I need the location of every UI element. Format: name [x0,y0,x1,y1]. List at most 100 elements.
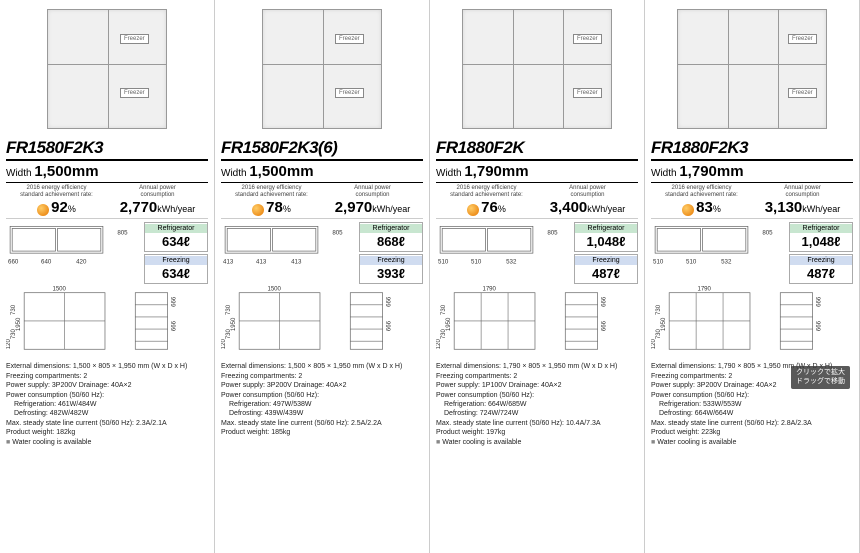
spec-refrig: Refrigeration: 497W/538W [221,400,423,409]
cap-f-label: Freezing [575,256,637,265]
width-value: 1,790mm [679,163,743,180]
svg-text:1950: 1950 [661,317,667,331]
freezer-label: Freezer [788,34,817,44]
svg-text:413: 413 [291,259,302,266]
svg-text:413: 413 [256,259,267,266]
power-value: 3,130kWh/year [752,199,853,216]
svg-text:510: 510 [438,259,449,266]
top-schematic: 510510532805 [436,222,570,274]
mid-row: 660640420805Refrigerator634ℓFreezing634ℓ [6,222,208,284]
spec-weight: Product weight: 223kg [651,428,853,437]
svg-text:730: 730 [441,329,447,340]
width-row: Width 1,500mm [221,163,423,183]
svg-text:660: 660 [8,259,19,266]
spec-pc-header: Power consumption (50/60 Hz): [221,391,423,400]
spec-max-current: Max. steady state line current (50/60 Hz… [6,419,208,428]
eff-label: 2016 energy efficiencystandard achieveme… [651,185,752,198]
svg-text:730: 730 [11,304,17,315]
spec-power-supply: Power supply: 1P100V Drainage: 40A×2 [436,381,638,390]
product-column: FreezerFreezerFR1580F2K3Width 1,500mm201… [0,0,215,553]
power-label: Annual powerconsumption [322,185,423,198]
eff-value: 92% [6,199,107,216]
eff-badge-icon [252,204,264,216]
mid-row: 510510532805Refrigerator1,048ℓFreezing48… [436,222,638,284]
stats-row: 2016 energy efficiencystandard achieveme… [221,185,423,219]
svg-text:730: 730 [656,329,662,340]
svg-text:510: 510 [653,259,664,266]
spec-freeze-comp: Freezing compartments: 2 [6,372,208,381]
svg-text:420: 420 [76,259,87,266]
product-column: FreezerFreezerFR1580F2K3(6)Width 1,500mm… [215,0,430,553]
specs-block: External dimensions: 1,790 × 805 × 1,950… [436,362,638,447]
cap-r-label: Refrigerator [145,224,207,233]
svg-text:666: 666 [387,296,393,307]
cap-r-label: Refrigerator [575,224,637,233]
eff-value: 76% [436,199,537,216]
spec-max-current: Max. steady state line current (50/60 Hz… [436,419,638,428]
cap-freezing: Freezing487ℓ [574,254,638,284]
efficiency-stat: 2016 energy efficiencystandard achieveme… [6,185,107,216]
svg-text:805: 805 [762,230,773,237]
spec-water: Water cooling is available [436,438,638,447]
cap-f-value: 393ℓ [360,265,422,282]
cap-refrigerator: Refrigerator1,048ℓ [789,222,853,252]
stats-row: 2016 energy efficiencystandard achieveme… [651,185,853,219]
eff-label: 2016 energy efficiencystandard achieveme… [6,185,107,198]
freezer-label: Freezer [573,34,602,44]
power-stat: Annual powerconsumption3,400kWh/year [537,185,638,216]
cap-r-label: Refrigerator [790,224,852,233]
model-name: FR1580F2K3 [6,138,208,161]
spec-pc-header: Power consumption (50/60 Hz): [6,391,208,400]
efficiency-stat: 2016 energy efficiencystandard achieveme… [651,185,752,216]
spec-defrost: Defrosting: 439W/439W [221,409,423,418]
product-column: FreezerFreezer FR1880F2KWidth 1,790mm 2016… [430,0,645,553]
width-value: 1,500mm [249,163,313,180]
spec-defrost: Defrosting: 664W/664W [651,409,853,418]
spec-power-supply: Power supply: 3P200V Drainage: 40A×2 [221,381,423,390]
product-image: FreezerFreezer [651,4,853,134]
eff-badge-icon [467,204,479,216]
product-image: FreezerFreezer [436,4,638,134]
freezer-label: Freezer [120,34,149,44]
width-label: Width [436,168,462,179]
tooltip-line1: クリックで拡大 [796,369,845,376]
capacity-block: Refrigerator1,048ℓFreezing487ℓ [789,222,853,284]
svg-text:413: 413 [223,259,234,266]
cap-f-value: 487ℓ [790,265,852,282]
svg-text:1500: 1500 [52,287,66,293]
spec-max-current: Max. steady state line current (50/60 Hz… [651,419,853,428]
svg-text:1950: 1950 [446,317,452,331]
cap-refrigerator: Refrigerator634ℓ [144,222,208,252]
svg-text:1790: 1790 [482,287,496,293]
top-schematic: 413413413805 [221,222,355,274]
cap-freezing: Freezing393ℓ [359,254,423,284]
cap-r-label: Refrigerator [360,224,422,233]
power-stat: Annual powerconsumption2,970kWh/year [322,185,423,216]
product-image: FreezerFreezer [6,4,208,134]
stats-row: 2016 energy efficiencystandard achieveme… [436,185,638,219]
zoom-tooltip: クリックで拡大ドラッグで移動 [791,366,850,389]
svg-text:666: 666 [817,321,823,332]
mid-row: 413413413805Refrigerator868ℓFreezing393ℓ [221,222,423,284]
svg-text:730: 730 [226,329,232,340]
eff-label: 2016 energy efficiencystandard achieveme… [436,185,537,198]
spec-weight: Product weight: 182kg [6,428,208,437]
svg-text:510: 510 [686,259,697,266]
eff-badge-icon [37,204,49,216]
freezer-label: Freezer [335,88,364,98]
width-row: Width 1,790mm [436,163,638,183]
eff-badge-icon [682,204,694,216]
product-image: FreezerFreezer [221,4,423,134]
width-label: Width [651,168,677,179]
top-schematic: 660640420805 [6,222,140,274]
svg-text:120: 120 [651,339,657,350]
model-name: FR1880F2K [436,138,638,161]
capacity-block: Refrigerator1,048ℓFreezing487ℓ [574,222,638,284]
spec-pc-header: Power consumption (50/60 Hz): [651,391,853,400]
width-value: 1,500mm [34,163,98,180]
svg-text:730: 730 [11,329,17,340]
power-stat: Annual powerconsumption3,130kWh/year [752,185,853,216]
model-name: FR1880F2K3 [651,138,853,161]
cap-f-label: Freezing [360,256,422,265]
bottom-schematic: 15001950730730120666666 [221,286,423,358]
